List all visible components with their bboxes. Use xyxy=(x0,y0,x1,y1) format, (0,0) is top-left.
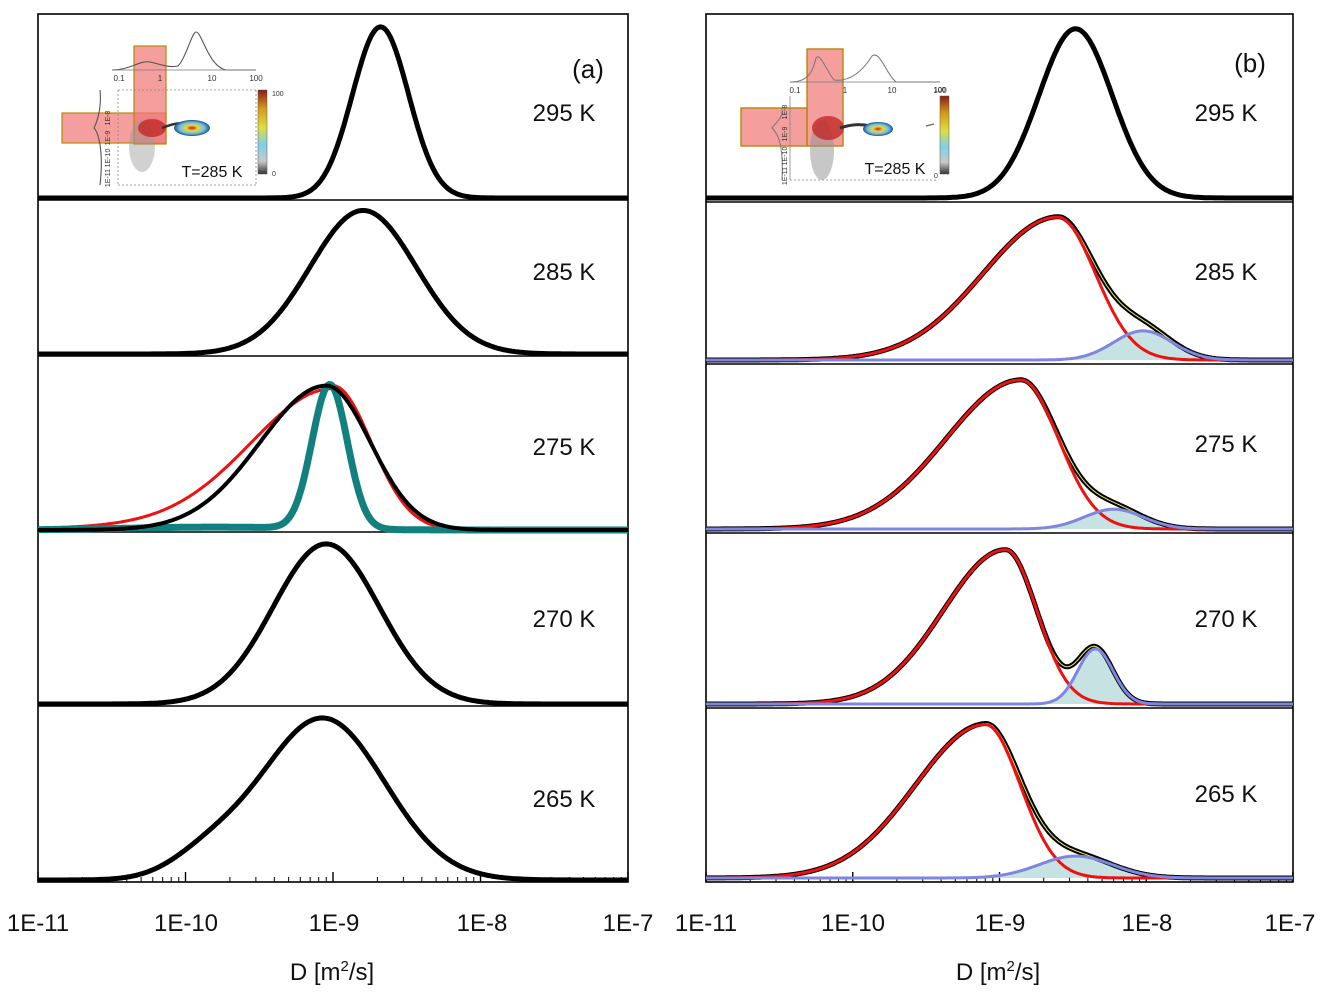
panel-b-temp-265: 265 K xyxy=(1195,781,1258,808)
panel-a-inset-label: T=285 K xyxy=(182,164,243,181)
panel-a-inset-cbar-top: 100 xyxy=(272,91,284,98)
panel-b-inset: 0.1 1 10 100 1E-8 1E-9 1E-10 1E-11 100 0… xyxy=(740,48,950,185)
panel-b-curves xyxy=(706,26,1293,881)
panel-b-inset-row-highlight xyxy=(740,107,808,147)
panel-b-tick-label-1e-7: 1E-7 xyxy=(1265,910,1316,937)
panel-a-temp-295: 295 K xyxy=(533,100,596,127)
panel-b-curve-285 xyxy=(706,214,1293,363)
panel-b-tick-label-1e-8: 1E-8 xyxy=(1122,910,1173,937)
panel-b-tick-label-1e-10: 1E-10 xyxy=(821,910,885,937)
panel-a-tick-label-1e-8: 1E-8 xyxy=(457,910,508,937)
panel-a-curve-265 xyxy=(37,715,629,883)
panel-b-fit-fast-275 xyxy=(706,507,1293,531)
panel-b-x-axis-title: D [m2/s] xyxy=(956,958,1040,986)
panel-a-tick-label-1e-11: 1E-11 xyxy=(7,910,69,937)
panel-a-temp-265: 265 K xyxy=(533,786,596,813)
panel-b-inset-slow-peak xyxy=(812,116,844,140)
panel-b: (b) 295 K 285 K 275 K 270 K 265 K 1E-11 … xyxy=(675,13,1316,986)
panel-b-tick-label-1e-9: 1E-9 xyxy=(975,910,1026,937)
panel-b-inset-fast-peak xyxy=(863,122,893,136)
panel-b-fit-slow-285 xyxy=(706,215,1293,362)
panel-b-row-dividers xyxy=(706,201,1293,709)
panel-b-inset-side-profile xyxy=(771,107,783,181)
panel-b-inset-side-tick-2: 1E-9 xyxy=(782,127,789,142)
panel-a-inset-fast-peak xyxy=(174,120,210,136)
panel-b-inset-top-tick-2: 1 xyxy=(843,86,848,95)
panel-a-curve-270 xyxy=(37,541,629,707)
panel-a-tick-label-1e-9: 1E-9 xyxy=(309,910,360,937)
panel-b-temp-270: 270 K xyxy=(1195,606,1258,633)
panel-b-inset-top-profile xyxy=(789,54,940,83)
panel-a-inset: 0.1 1 10 100 1E-8 1E-9 1E-10 1E-11 100 0… xyxy=(61,31,284,187)
panel-a-inset-top-profile xyxy=(111,31,256,71)
panel-a-inset-top-tick-1: 0.1 xyxy=(113,74,125,83)
panel-b-inset-label: T=285 K xyxy=(865,161,926,178)
panel-a-inset-slow-peak xyxy=(138,119,166,137)
panel-a-inset-side-tick-4: 1E-11 xyxy=(105,169,112,187)
panel-b-tick-label-1e-11: 1E-11 xyxy=(675,910,737,937)
panel-a-inset-side-tick-1: 1E-8 xyxy=(105,111,112,126)
panel-b-fit-fast-285 xyxy=(706,329,1293,362)
panel-b-temp-285: 285 K xyxy=(1195,259,1258,286)
panel-a-inset-side-tick-2: 1E-9 xyxy=(105,131,112,146)
panel-b-inset-cbar-top: 100 xyxy=(934,87,946,94)
panel-a-tick-label-1e-10: 1E-10 xyxy=(154,910,218,937)
panel-a-inset-top-tick-2: 1 xyxy=(158,74,163,83)
panel-a-tick-label-1e-7: 1E-7 xyxy=(603,910,654,937)
panel-a-inset-top-tick-3: 10 xyxy=(208,74,217,83)
panel-a-curve-285 xyxy=(37,208,629,357)
panel-a-temp-275: 275 K xyxy=(533,434,596,461)
panel-b-curve-295 xyxy=(706,26,1293,201)
panel-a-temp-285: 285 K xyxy=(533,259,596,286)
panel-b-label: (b) xyxy=(1234,48,1266,78)
panel-b-inset-top-tick-3: 10 xyxy=(888,86,897,95)
panel-a-curves xyxy=(36,24,630,883)
panel-b-temp-295: 295 K xyxy=(1195,100,1258,127)
panel-b-fill-fast-275 xyxy=(706,509,1293,529)
panel-a-x-axis-title: D [m2/s] xyxy=(290,958,374,986)
panel-a-temp-270: 270 K xyxy=(533,606,596,633)
panel-b-fit-fast-270 xyxy=(706,647,1293,706)
panel-a-inset-colorbar xyxy=(257,89,268,175)
panel-a-inset-cbar-bottom: 0 xyxy=(272,171,276,178)
panel-a-curve-295 xyxy=(37,24,629,201)
panel-a: (a) 295 K 285 K 275 K 270 K 265 K 1E-11 … xyxy=(7,13,654,986)
panel-b-fill-fast-270 xyxy=(706,648,1293,704)
panel-b-inset-colorbar xyxy=(939,95,950,175)
panel-b-fit-sum-285 xyxy=(706,216,1293,361)
panel-b-inset-side-tick-4: 1E-11 xyxy=(782,167,789,185)
panel-b-temp-275: 275 K xyxy=(1195,431,1258,458)
panel-b-inset-side-tick-3: 1E-10 xyxy=(782,147,789,166)
panel-a-inset-side-profile xyxy=(93,89,102,186)
panel-b-inset-top-tick-4: 100 xyxy=(933,86,947,95)
panel-a-label: (a) xyxy=(572,54,604,84)
panel-b-fit-fast-265 xyxy=(706,854,1293,880)
panel-a-inset-side-tick-3: 1E-10 xyxy=(105,149,112,168)
panel-b-inset-top-tick-1: 0.1 xyxy=(789,86,801,95)
panel-b-inset-cbar-bottom: 0 xyxy=(934,173,938,180)
panel-a-inset-top-tick-4: 100 xyxy=(249,74,263,83)
panel-b-inset-side-tick-1: 1E-8 xyxy=(782,105,789,120)
panel-b-inset-streak xyxy=(925,123,935,127)
panel-a-curve-275-black xyxy=(37,383,629,532)
